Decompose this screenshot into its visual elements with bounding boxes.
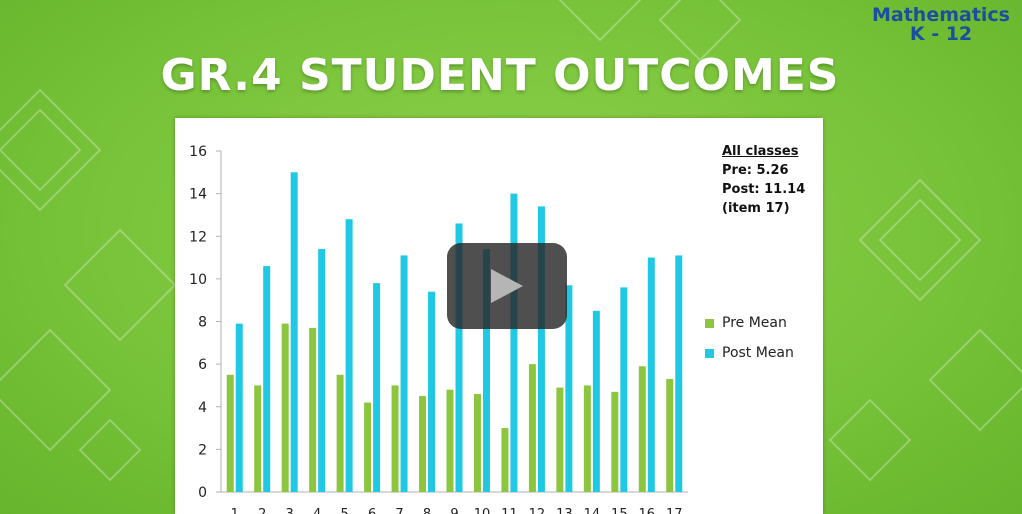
- bar-post-mean: [537, 206, 545, 492]
- brand-logo: Mathematics K - 12: [866, 6, 1016, 44]
- chart-legend: Pre Mean Post Mean: [705, 308, 794, 368]
- bar-pre-mean: [638, 366, 646, 492]
- bar-post-mean: [290, 172, 298, 492]
- bar-pre-mean: [254, 385, 262, 492]
- y-tick-label: 2: [198, 442, 207, 458]
- bar-pre-mean: [226, 374, 234, 492]
- y-tick-label: 6: [198, 357, 207, 373]
- bar-pre-mean: [419, 396, 427, 492]
- bar-pre-mean: [473, 393, 481, 492]
- notes-heading: All classes: [722, 144, 799, 159]
- x-tick-label: 10: [474, 507, 491, 514]
- x-tick-label: 2: [258, 507, 266, 514]
- notes-item: (item 17): [722, 201, 790, 216]
- y-tick-label: 14: [189, 187, 207, 203]
- bar-post-mean: [510, 193, 518, 492]
- slide-title: GR.4 STUDENT OUTCOMES: [160, 50, 840, 101]
- x-tick-label: 8: [423, 507, 431, 514]
- notes-post: Post: 11.14: [722, 182, 806, 197]
- bar-post-mean: [592, 310, 600, 492]
- x-tick-label: 5: [340, 507, 348, 514]
- bar-post-mean: [263, 266, 271, 492]
- bar-post-mean: [455, 223, 463, 492]
- bar-post-mean: [373, 283, 381, 492]
- y-tick-label: 12: [189, 229, 207, 245]
- bar-pre-mean: [583, 385, 591, 492]
- brand-line-1: Mathematics: [871, 4, 1010, 26]
- bar-post-mean: [345, 219, 353, 492]
- bar-pre-mean: [364, 402, 372, 492]
- legend-label-post: Post Mean: [722, 345, 794, 361]
- x-tick-label: 12: [529, 507, 546, 514]
- bar-post-mean: [620, 287, 628, 492]
- play-icon: [491, 269, 523, 303]
- bar-chart: 02468101214161234567891011121314151617: [189, 144, 688, 514]
- bar-post-mean: [647, 257, 655, 492]
- y-tick-label: 4: [198, 400, 207, 416]
- legend-swatch-post: [705, 348, 714, 358]
- legend-item-post: Post Mean: [705, 338, 794, 368]
- play-button[interactable]: [447, 243, 567, 329]
- x-tick-label: 16: [639, 507, 656, 514]
- bar-pre-mean: [391, 385, 399, 492]
- bar-post-mean: [318, 249, 326, 492]
- brand-line-2: K - 12: [909, 23, 973, 45]
- y-tick-label: 0: [198, 485, 207, 501]
- x-tick-label: 1: [231, 507, 239, 514]
- bar-post-mean: [675, 255, 683, 492]
- x-tick-label: 17: [666, 507, 683, 514]
- bar-post-mean: [565, 285, 573, 492]
- x-tick-label: 7: [395, 507, 403, 514]
- x-tick-label: 14: [584, 507, 601, 514]
- y-tick-label: 10: [189, 272, 207, 288]
- x-tick-label: 4: [313, 507, 321, 514]
- y-tick-label: 8: [198, 315, 207, 331]
- bar-pre-mean: [666, 379, 674, 492]
- x-tick-label: 9: [450, 507, 458, 514]
- bar-post-mean: [428, 291, 436, 492]
- x-tick-label: 6: [368, 507, 376, 514]
- bar-pre-mean: [501, 428, 509, 492]
- bar-pre-mean: [611, 391, 619, 492]
- x-tick-label: 3: [286, 507, 294, 514]
- x-tick-label: 15: [611, 507, 628, 514]
- bar-pre-mean: [446, 389, 454, 492]
- legend-item-pre: Pre Mean: [705, 308, 794, 338]
- bar-pre-mean: [281, 323, 289, 492]
- y-tick-label: 16: [189, 144, 207, 160]
- bar-pre-mean: [336, 374, 344, 492]
- bar-post-mean: [400, 255, 408, 492]
- bar-pre-mean: [309, 327, 317, 492]
- bar-post-mean: [482, 249, 490, 492]
- x-tick-label: 13: [556, 507, 573, 514]
- bar-post-mean: [235, 323, 243, 492]
- x-tick-label: 11: [501, 507, 518, 514]
- bar-pre-mean: [528, 364, 536, 492]
- legend-swatch-pre: [705, 318, 714, 328]
- legend-label-pre: Pre Mean: [722, 315, 787, 331]
- notes-pre: Pre: 5.26: [722, 163, 789, 178]
- bar-pre-mean: [556, 387, 564, 492]
- summary-notes: All classes Pre: 5.26 Post: 11.14 (item …: [722, 142, 805, 218]
